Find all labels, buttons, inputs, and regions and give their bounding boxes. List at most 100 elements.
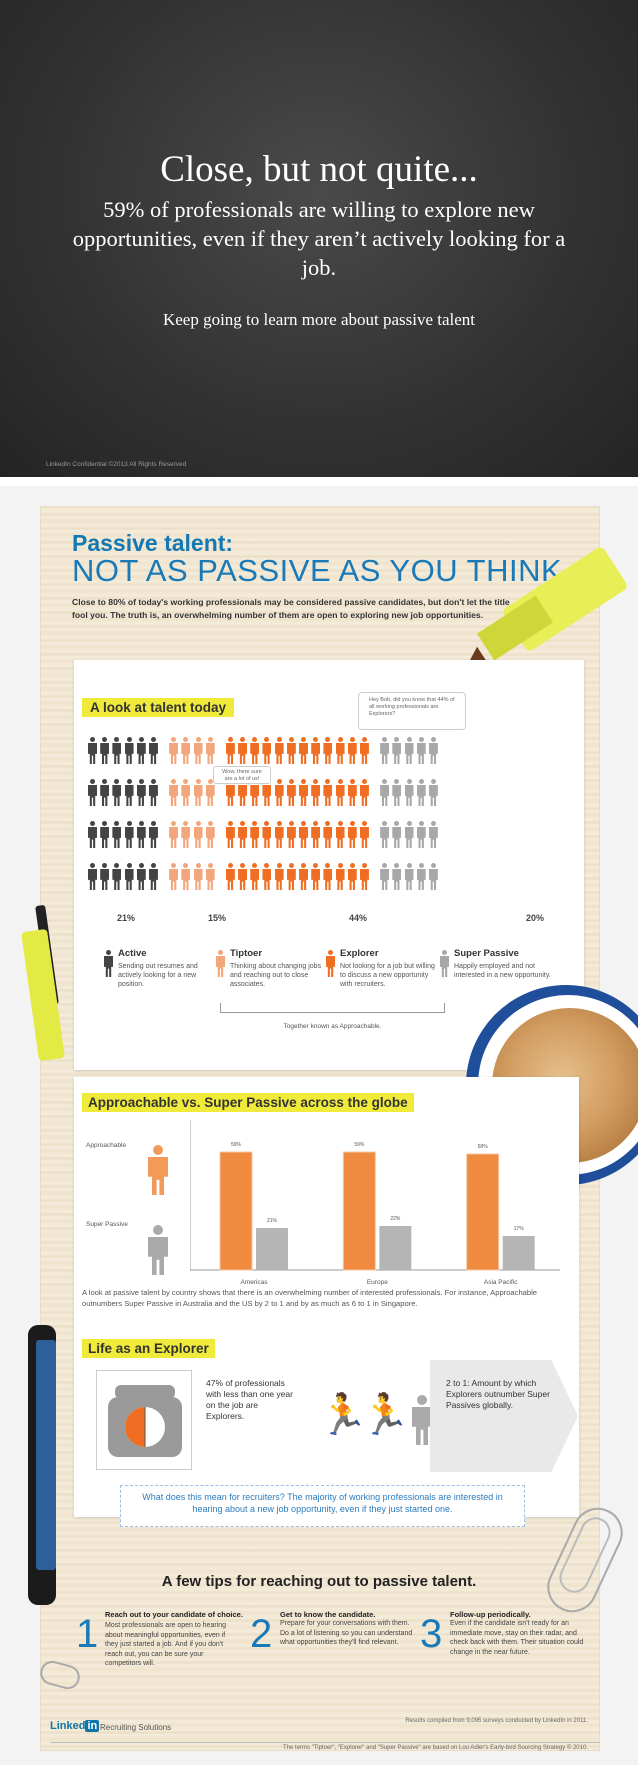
tip-body: Most professionals are open to hearing a… [105, 1622, 227, 1667]
category-label: Americas [240, 1279, 268, 1286]
active-person-icon [112, 821, 121, 849]
explorer-person-icon [336, 737, 345, 765]
super-passive-person-icon [392, 863, 401, 891]
tip-heading: Get to know the candidate. [280, 1610, 376, 1619]
slide-subtitle: 59% of professionals are willing to expl… [72, 197, 566, 280]
explorer-person-icon [299, 863, 308, 891]
explorer-person-icon [262, 821, 271, 849]
active-person-icon [88, 779, 97, 807]
active-person-icon [100, 863, 109, 891]
explorer-person-icon [226, 737, 235, 765]
active-person-icon [112, 737, 121, 765]
globe-heading: Approachable vs. Super Passive across th… [82, 1093, 414, 1112]
explorer-person-icon [323, 779, 332, 807]
stat-47-percent: 47% of professionals with less than one … [206, 1378, 293, 1421]
explorer-person-icon [226, 863, 235, 891]
explorer-person-icon [250, 863, 259, 891]
explorer-person-icon [250, 821, 259, 849]
legend-desc: Happily employed and not interested in a… [454, 963, 551, 979]
active-person-icon [100, 737, 109, 765]
super-passive-person-icon [417, 821, 426, 849]
group-gap [372, 821, 380, 851]
keep-going-link[interactable]: Keep going to learn more about passive t… [162, 310, 476, 329]
super-passive-person-icon [417, 737, 426, 765]
active-person-icon [125, 863, 134, 891]
group-gap [161, 821, 169, 851]
bar-value-label: 59% [231, 1142, 242, 1148]
explorer-heading: Life as an Explorer [82, 1339, 215, 1358]
tip-number: 1 [76, 1612, 99, 1656]
group-gap [372, 863, 380, 893]
people-row [88, 863, 441, 893]
bar-super-passive [502, 1236, 535, 1270]
tiptoer-person-icon [181, 779, 190, 807]
active-person-icon [125, 737, 134, 765]
tip-number: 2 [250, 1612, 273, 1656]
slide-title: Close, but not quite... [160, 149, 478, 190]
explorer-person-icon [287, 821, 296, 849]
super-passive-person-icon [392, 737, 401, 765]
bar-value-label: 22% [390, 1216, 401, 1222]
explorer-person-icon [287, 737, 296, 765]
infographic-intro: Close to 80% of today's working professi… [72, 597, 510, 620]
tiptoer-person-icon [181, 863, 190, 891]
tiptoer-person-icon [181, 737, 190, 765]
stat-2-to-1: 2 to 1: Amount by which Explorers outnum… [446, 1378, 550, 1410]
tiptoer-person-icon [206, 779, 215, 807]
active-person-icon [88, 821, 97, 849]
source-note: Results compiled from 9,095 surveys cond… [405, 1718, 588, 1724]
explorer-person-icon [360, 779, 369, 807]
tiptoer-person-icon [169, 737, 178, 765]
super-passive-person-icon [429, 779, 438, 807]
active-person-icon [125, 821, 134, 849]
people-row [88, 737, 441, 767]
tiptoer-person-icon [194, 821, 203, 849]
active-person-icon [112, 779, 121, 807]
telephone-icon [108, 1385, 182, 1457]
explorer-person-icon [336, 779, 345, 807]
group-gap [218, 737, 226, 767]
explorer-person-icon [348, 863, 357, 891]
legend-desc: Thinking about changing jobs and reachin… [230, 963, 322, 988]
tip-heading: Reach out to your candidate of choice. [105, 1610, 243, 1619]
active-person-icon [137, 863, 146, 891]
linkedin-logo[interactable]: Linked in [50, 1720, 100, 1732]
standing-person-icon [412, 1395, 432, 1445]
super-passive-person-icon [429, 737, 438, 765]
bar-value-label: 58% [478, 1144, 489, 1150]
pct-tiptoer: 15% [208, 913, 227, 923]
pct-explorer: 44% [349, 913, 368, 923]
super-passive-person-icon [380, 863, 389, 891]
explorer-person-icon [287, 863, 296, 891]
speech-bubble-explorers: Hey Bob, did you know that 44% of all wo… [358, 692, 466, 730]
explorer-person-icon [262, 737, 271, 765]
running-person-icon: 🏃 [360, 1392, 410, 1438]
terms-note: The terms "Tiptoer", "Explorer" and "Sup… [283, 1745, 588, 1751]
tip-heading: Follow-up periodically. [450, 1610, 531, 1619]
explorer-person-icon [311, 863, 320, 891]
active-person-icon [149, 779, 158, 807]
explorer-person-icon [299, 821, 308, 849]
explorer-person-icon [360, 863, 369, 891]
explorer-person-icon [238, 737, 247, 765]
bar-super-passive [256, 1228, 288, 1270]
tips-heading: A few tips for reaching out to passive t… [161, 1573, 477, 1590]
explorer-person-icon [311, 779, 320, 807]
explorer-person-icon [275, 737, 284, 765]
group-gap [218, 863, 226, 893]
globe-bar-chart: 59% 21% Americas 59% 22% Europe 58% 17% Asia Pac… [190, 1120, 560, 1286]
tiptoer-person-icon [169, 779, 178, 807]
tiptoer-person-icon [206, 863, 215, 891]
explorer-person-icon [348, 737, 357, 765]
explorer-person-icon [323, 821, 332, 849]
person-icon [440, 950, 449, 978]
legend-title: Super Passive [454, 948, 519, 959]
intro-slide: Close, but not quite... 59% of professio… [0, 0, 638, 477]
explorer-person-icon [336, 863, 345, 891]
explorer-person-icon [238, 863, 247, 891]
person-icon [326, 950, 335, 978]
explorer-person-icon [336, 821, 345, 849]
super-passive-person-icon [405, 821, 414, 849]
explorer-person-icon [311, 737, 320, 765]
legend-approachable-label: Approachable [86, 1142, 127, 1149]
